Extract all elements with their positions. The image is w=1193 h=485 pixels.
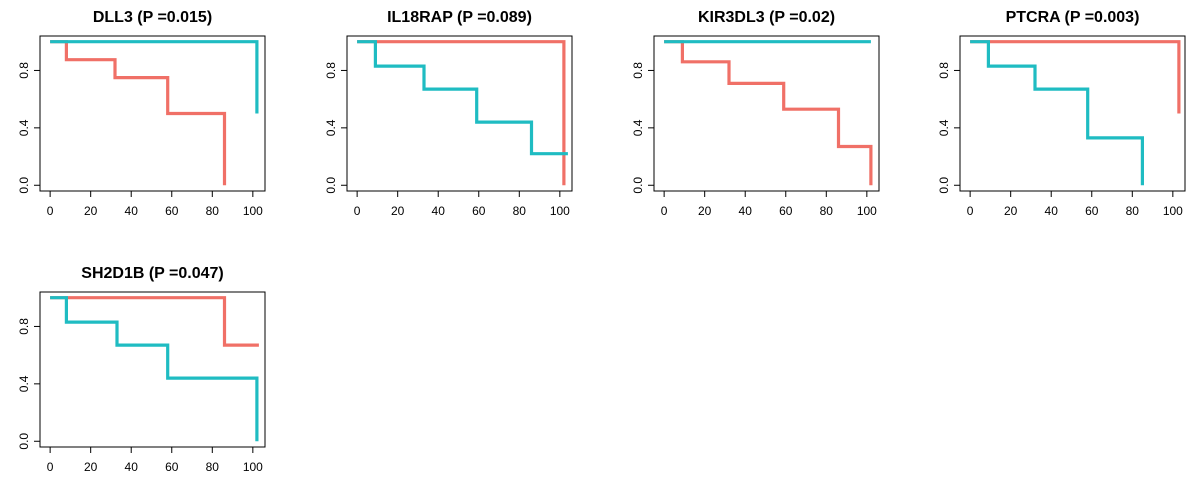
y-tick-label: 0.4	[631, 119, 645, 136]
x-tick-label: 60	[779, 204, 793, 218]
km-panel: SH2D1B (P =0.047) 0 20 40 60 80 100 0.0 0.4 0.8	[17, 265, 266, 474]
x-tick-label: 20	[1004, 204, 1018, 218]
survival-curve-red	[970, 40, 1181, 114]
x-tick-label: 60	[165, 460, 179, 474]
x-tick-label: 0	[47, 204, 54, 218]
survival-curve-red	[50, 296, 259, 347]
x-tick-label: 80	[513, 204, 527, 218]
x-tick-label: 80	[206, 204, 220, 218]
x-tick-label: 100	[550, 204, 570, 218]
x-tick-label: 60	[472, 204, 486, 218]
x-tick-label: 80	[1126, 204, 1140, 218]
x-tick-label: 0	[354, 204, 361, 218]
x-tick-label: 100	[243, 460, 263, 474]
plot-frame	[39, 291, 266, 448]
survival-curve-red	[50, 40, 227, 186]
x-tick-label: 20	[84, 204, 98, 218]
y-tick-label: 0.0	[631, 177, 645, 194]
km-panel: IL18RAP (P =0.089) 0 20 40 60 80 100 0.0 0.4 0.8	[324, 9, 573, 218]
x-tick-label: 100	[857, 204, 877, 218]
survival-curve-teal	[50, 296, 259, 442]
y-tick-label: 0.0	[17, 433, 31, 450]
panel-title: KIR3DL3 (P =0.02)	[698, 9, 835, 26]
y-tick-label: 0.8	[937, 62, 951, 79]
y-tick-label: 0.4	[17, 119, 31, 136]
x-tick-label: 0	[661, 204, 668, 218]
km-panel: PTCRA (P =0.003) 0 20 40 60 80 100 0.0 0.4 0.8	[937, 9, 1186, 218]
x-tick-label: 20	[84, 460, 98, 474]
x-tick-label: 60	[1085, 204, 1099, 218]
x-tick-label: 80	[206, 460, 220, 474]
plot-frame	[959, 35, 1186, 192]
x-tick-label: 40	[432, 204, 446, 218]
x-tick-label: 20	[391, 204, 405, 218]
x-tick-label: 100	[1163, 204, 1183, 218]
x-tick-label: 40	[739, 204, 753, 218]
survival-curve-teal	[970, 40, 1145, 186]
survival-curve-teal	[357, 40, 568, 156]
x-tick-label: 0	[47, 460, 54, 474]
y-tick-label: 0.8	[324, 62, 338, 79]
x-tick-label: 80	[820, 204, 834, 218]
panel-title: DLL3 (P =0.015)	[93, 9, 212, 26]
y-tick-label: 0.4	[937, 119, 951, 136]
plot-frame	[346, 35, 573, 192]
y-tick-label: 0.8	[631, 62, 645, 79]
y-tick-label: 0.4	[324, 119, 338, 136]
y-tick-label: 0.0	[17, 177, 31, 194]
x-tick-label: 40	[125, 460, 139, 474]
survival-curve-teal	[50, 40, 259, 114]
plot-frame	[653, 35, 880, 192]
panel-title: PTCRA (P =0.003)	[1006, 9, 1140, 26]
plot-frame	[39, 35, 266, 192]
x-tick-label: 20	[698, 204, 712, 218]
x-tick-label: 60	[165, 204, 179, 218]
x-tick-label: 100	[243, 204, 263, 218]
y-tick-label: 0.8	[17, 62, 31, 79]
x-tick-label: 40	[1045, 204, 1059, 218]
y-tick-label: 0.4	[17, 375, 31, 392]
y-tick-label: 0.0	[937, 177, 951, 194]
x-tick-label: 0	[967, 204, 974, 218]
y-tick-label: 0.8	[17, 318, 31, 335]
survival-curve-red	[664, 40, 873, 186]
y-tick-label: 0.0	[324, 177, 338, 194]
km-panel: DLL3 (P =0.015) 0 20 40 60 80 100 0.0 0.4 0.8	[17, 9, 266, 218]
x-tick-label: 40	[125, 204, 139, 218]
panel-title: IL18RAP (P =0.089)	[387, 9, 532, 26]
survival-curve-red	[357, 40, 566, 186]
panel-title: SH2D1B (P =0.047)	[81, 265, 223, 282]
km-panel: KIR3DL3 (P =0.02) 0 20 40 60 80 100 0.0 0.4 0.8	[631, 9, 880, 218]
